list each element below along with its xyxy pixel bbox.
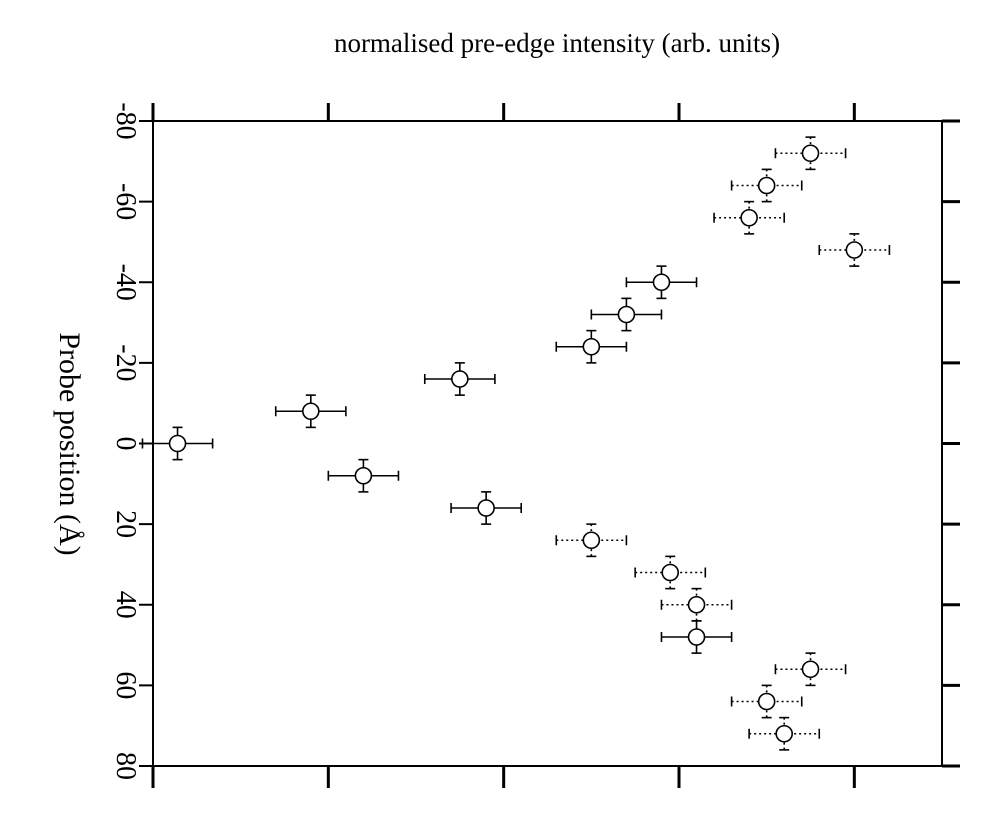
y-tick-label-group: -40	[110, 264, 141, 301]
data-point-group	[634, 555, 707, 590]
data-point-marker	[757, 176, 776, 195]
y-tick-label-group: -60	[110, 183, 141, 220]
y-tick-label: 20	[110, 510, 141, 538]
data-point-group	[748, 716, 821, 751]
data-point-group	[774, 136, 847, 171]
data-point-group	[774, 652, 847, 687]
y-axis-label: Probe position (Å)	[53, 332, 86, 555]
y-tick-label: -80	[110, 102, 141, 139]
data-point-marker	[354, 466, 373, 485]
data-point-marker	[168, 434, 187, 453]
y-tick-label: -60	[110, 183, 141, 220]
y-tick-label: 80	[110, 752, 141, 780]
data-point-marker	[301, 402, 320, 421]
data-point-group	[590, 297, 663, 332]
data-point-group	[660, 587, 733, 622]
data-point-marker	[582, 337, 601, 356]
plot-frame	[152, 120, 943, 767]
data-point-marker	[652, 273, 671, 292]
y-tick-label-group: -80	[110, 102, 141, 139]
data-point-group	[730, 168, 803, 203]
data-point-group	[713, 200, 786, 235]
y-tick-label-group: 0	[110, 437, 141, 451]
data-point-group	[423, 362, 496, 396]
y-tick-label-group: 80	[110, 752, 141, 780]
y-tick-label: 40	[110, 591, 141, 619]
data-point-group	[660, 620, 733, 654]
data-point-group	[141, 426, 214, 461]
y-tick-label: -40	[110, 264, 141, 301]
data-point-marker	[801, 660, 820, 679]
data-point-group	[450, 491, 523, 525]
data-point-marker	[740, 208, 758, 227]
y-tick-label: -20	[110, 344, 141, 381]
data-point-marker	[582, 531, 601, 550]
data-points-layer	[141, 136, 891, 751]
y-tick-label-group: 20	[110, 510, 141, 538]
data-point-group	[730, 684, 803, 719]
data-point-group	[327, 458, 400, 493]
data-point-marker	[617, 305, 636, 324]
data-point-marker	[687, 628, 706, 646]
data-point-marker	[775, 724, 794, 743]
data-point-marker	[801, 144, 820, 163]
data-point-group	[274, 394, 347, 429]
data-point-marker	[687, 595, 706, 614]
data-point-group	[818, 233, 891, 267]
data-point-marker	[477, 499, 495, 517]
data-point-marker	[451, 370, 469, 388]
data-point-group	[625, 265, 698, 300]
y-tick-label-group: -20	[110, 344, 141, 381]
axes-layer: -80 -60 -40 -20 0 20 40 60 80	[110, 102, 960, 788]
data-point-marker	[757, 692, 776, 711]
data-point-marker	[661, 563, 680, 582]
y-tick-label: 60	[110, 671, 141, 699]
data-point-group	[555, 329, 628, 364]
data-point-marker	[845, 241, 864, 259]
y-tick-label-group: 40	[110, 591, 141, 619]
y-tick-label-group: 60	[110, 671, 141, 699]
y-tick-label: 0	[110, 437, 141, 451]
data-point-group	[555, 523, 628, 558]
chart-title: normalised pre-edge intensity (arb. unit…	[334, 28, 780, 58]
